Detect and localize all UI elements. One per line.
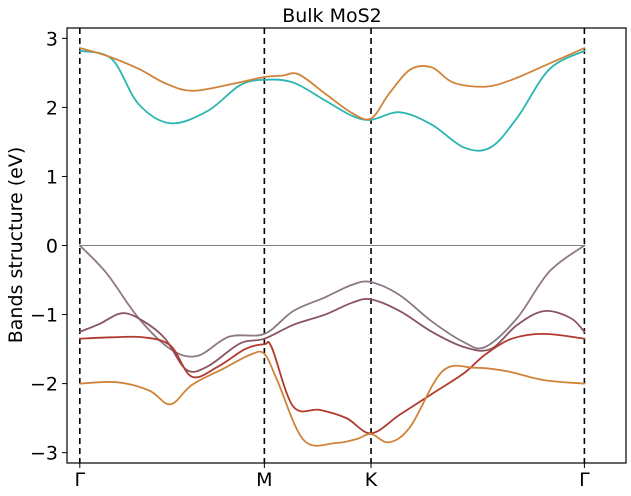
- y-axis-title: Bands structure (eV): [5, 147, 27, 344]
- band-series-5: [78, 332, 586, 435]
- series-layer: [78, 47, 586, 447]
- y-tick-label: −1: [30, 305, 58, 327]
- y-ticks: −3 −2 −1 0 1 2 3: [30, 28, 67, 465]
- x-tick-label: K: [365, 469, 378, 491]
- x-tick-label: Γ: [75, 469, 86, 491]
- band-series-3: [78, 244, 586, 358]
- kpoint-lines: [79, 28, 586, 463]
- band-series-6: [78, 350, 586, 447]
- band-series-1: [78, 49, 586, 152]
- y-tick-label: −3: [30, 443, 58, 465]
- y-tick-label: 2: [46, 97, 58, 119]
- y-tick-label: 0: [46, 236, 58, 258]
- y-tick-label: 1: [46, 166, 58, 188]
- y-tick-label: 3: [46, 28, 58, 50]
- y-tick-label: −2: [30, 374, 58, 396]
- x-tick-label: M: [256, 469, 272, 491]
- x-tick-label: Γ: [579, 469, 590, 491]
- band-series-4: [78, 298, 586, 373]
- chart-title: Bulk MoS2: [282, 5, 382, 27]
- band-series-2: [78, 47, 586, 121]
